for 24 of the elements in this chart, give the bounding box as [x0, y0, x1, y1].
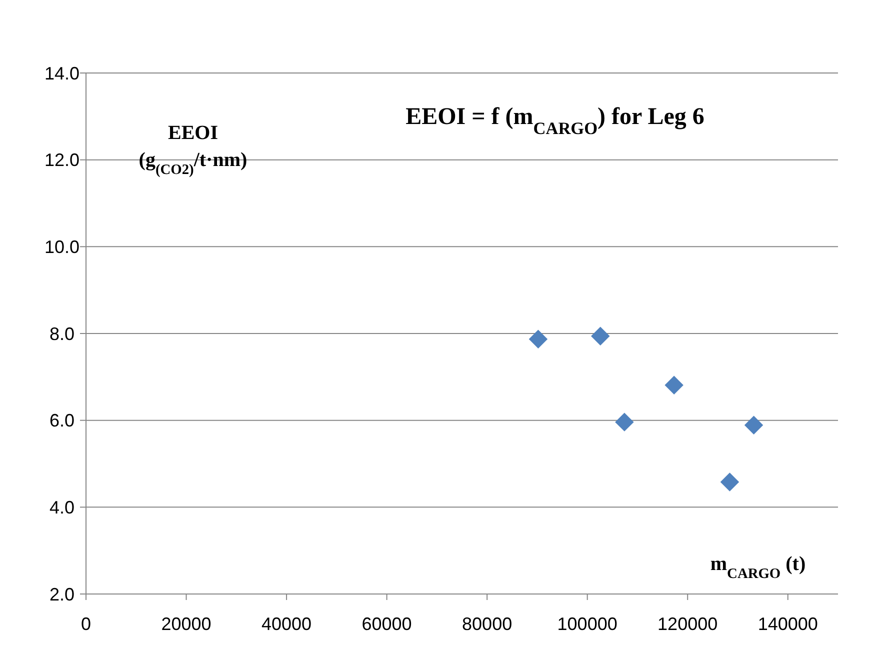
point: [615, 412, 634, 432]
x-tick-label: 120000: [658, 614, 718, 634]
point: [720, 472, 739, 492]
point: [744, 416, 763, 434]
y-tick-label: 2.0: [49, 584, 75, 604]
x-axis-title: m$_{CARGO}$ (t): [710, 553, 806, 582]
x-tick-label: 40000: [262, 614, 312, 634]
point: [529, 330, 548, 348]
x-tick-label: 60000: [362, 614, 412, 634]
x-tick-label: 140000: [758, 614, 818, 634]
y-axis-title: EEOI (g$_{(CO2)}$/t·nm): [138, 122, 248, 178]
x-tick-label: 100000: [557, 614, 618, 634]
text: EEOI = f (m$_{CARGO}$) for Leg 6: [406, 104, 704, 138]
point: [591, 326, 610, 346]
y-tick-label: 10.0: [44, 236, 80, 257]
y-tick-label: 8.0: [49, 324, 75, 344]
y-tick-label: 6.0: [49, 410, 75, 431]
y-tick-label: 14.0: [44, 63, 80, 84]
x-tick-label: 20000: [161, 614, 212, 634]
y-tick-label: 12.0: [44, 150, 80, 170]
y-tick-label: 4.0: [49, 497, 75, 518]
x-tick-label: 0: [80, 614, 92, 634]
point: [664, 376, 684, 394]
x-tick-label: 80000: [462, 614, 512, 634]
